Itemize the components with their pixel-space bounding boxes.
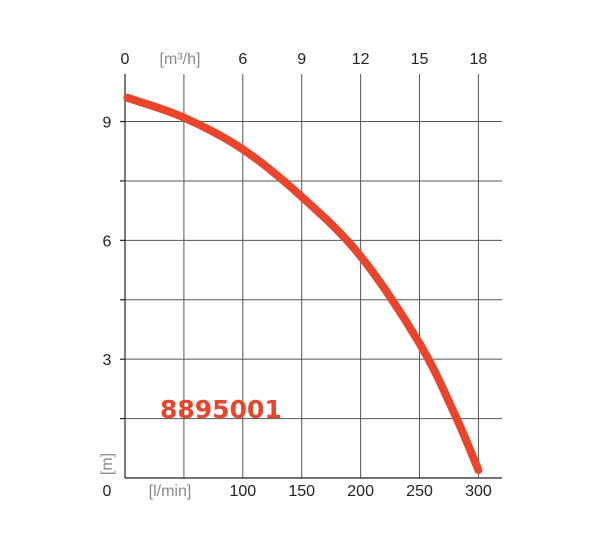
x-top-tick-label: 12 (352, 51, 370, 68)
x-bottom-tick-label: 150 (288, 483, 315, 500)
model-number-label: 8895001 (160, 395, 282, 424)
x-bottom-tick-label: 200 (347, 483, 374, 500)
x-top-unit-label: [m³/h] (160, 51, 201, 68)
y-tick-label: 6 (103, 233, 112, 250)
x-top-tick-label: 6 (238, 51, 247, 68)
series-line (123, 93, 483, 475)
x-bottom-tick-label: 0 (103, 483, 112, 500)
y-tick-label: 3 (103, 352, 112, 369)
x-top-tick-label: 9 (297, 51, 306, 68)
x-bottom-tick-label: 100 (229, 483, 256, 500)
x-bottom-unit-label: [l/min] (149, 483, 192, 500)
x-top-tick-label: 0 (121, 51, 130, 68)
y-unit-label: [m] (99, 453, 116, 475)
x-top-tick-label: 18 (470, 51, 488, 68)
x-bottom-tick-label: 250 (406, 483, 433, 500)
x-bottom-tick-label: 300 (465, 483, 492, 500)
y-tick-label: 9 (103, 115, 112, 132)
tick-labels: 0 100 150 200 250 300 0 6 9 12 15 18 3 6 9 (103, 51, 492, 500)
tick-marks (120, 120, 125, 420)
x-top-tick-label: 15 (411, 51, 429, 68)
